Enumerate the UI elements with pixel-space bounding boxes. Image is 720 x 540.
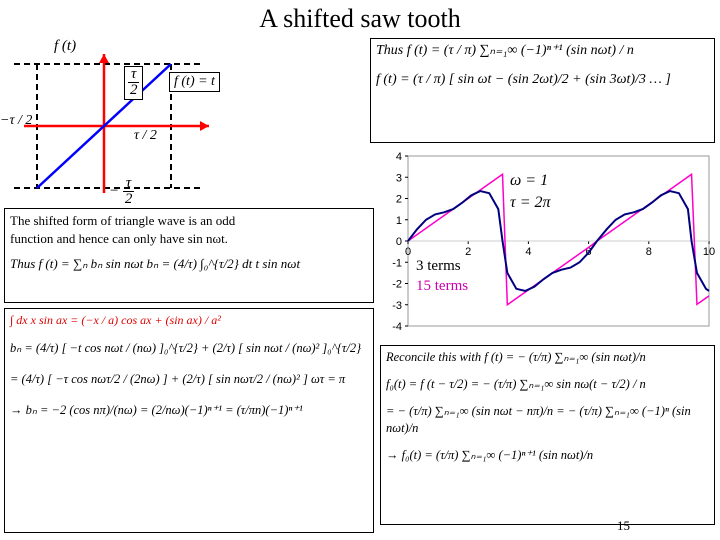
label-mtau2: −τ / 2	[0, 113, 32, 129]
legend-3terms: 3 terms	[416, 258, 461, 275]
rec-line4: → f₀(t) = (τ/π) ∑ₙ₌₁∞ (−1)ⁿ⁺¹ (sin nωt)/…	[386, 447, 709, 464]
odd-line2: function and hence can only have sin nωt…	[10, 230, 368, 248]
svg-text:-3: -3	[392, 300, 402, 312]
svg-text:8: 8	[646, 246, 652, 258]
svg-text:2: 2	[396, 194, 402, 206]
page-title: A shifted saw tooth	[0, 4, 720, 34]
page-number: 15	[617, 518, 630, 534]
odd-function-box: The shifted form of triangle wave is an …	[4, 208, 374, 303]
label-ft: f (t)	[54, 38, 76, 55]
tau-label: τ = 2π	[510, 194, 551, 212]
odd-line1: The shifted form of triangle wave is an …	[10, 212, 368, 230]
deriv-line3: = (4/τ) [ −τ cos nωτ/2 / (2nω) ] + (2/τ)…	[10, 371, 368, 388]
rec-line3: = − (τ/π) ∑ₙ₌₁∞ (sin nωt − nπ)/n = − (τ/…	[386, 403, 709, 437]
fourier-result-box: Thus f (t) = (τ / π) ∑ₙ₌₁∞ (−1)ⁿ⁺¹ (sin …	[370, 38, 715, 143]
deriv-line2: bₙ = (4/τ) [ −t cos nωt / (nω) ]₀^{τ/2} …	[10, 340, 368, 357]
fourier-line1: Thus f (t) = (τ / π) ∑ₙ₌₁∞ (−1)ⁿ⁺¹ (sin …	[376, 42, 709, 61]
svg-text:4: 4	[525, 246, 531, 258]
reconcile-box: Reconcile this with f (t) = − (τ/π) ∑ₙ₌₁…	[380, 345, 715, 525]
svg-text:2: 2	[465, 246, 471, 258]
sawtooth-diagram: f (t) τ2 −τ / 2 τ / 2 f (t) = t − τ2	[4, 38, 234, 203]
svg-text:0: 0	[405, 246, 411, 258]
derivation-box: ∫ dx x sin ax = (−x / a) cos ax + (sin a…	[4, 308, 374, 533]
svg-text:4: 4	[396, 151, 402, 163]
deriv-line4: → bₙ = −2 (cos nπ)/(nω) = (2/nω)(−1)ⁿ⁺¹ …	[10, 402, 368, 419]
svg-text:-2: -2	[392, 279, 402, 291]
svg-text:0: 0	[396, 236, 402, 248]
legend-15terms: 15 terms	[416, 278, 468, 295]
label-tau2-right: τ / 2	[134, 128, 157, 144]
label-tau2-top: τ2	[124, 66, 143, 100]
fourier-chart: -4-3-2-1012340246810 ω = 1 τ = 2π 3 term…	[380, 150, 715, 340]
svg-text:10: 10	[703, 246, 715, 258]
svg-text:-1: -1	[392, 257, 402, 269]
svg-text:3: 3	[396, 172, 402, 184]
fourier-line2: f (t) = (τ / π) [ sin ωt − (sin 2ωt)/2 +…	[376, 71, 709, 90]
rec-line2: f₀(t) = f (t − τ/2) = − (τ/π) ∑ₙ₌₁∞ sin …	[386, 376, 709, 393]
rec-line1: Reconcile this with f (t) = − (τ/π) ∑ₙ₌₁…	[386, 349, 709, 366]
label-mtau2-bot: − τ2	[109, 176, 134, 207]
deriv-line1: ∫ dx x sin ax = (−x / a) cos ax + (sin a…	[10, 312, 368, 328]
odd-line3: Thus f (t) = ∑ₙ bₙ sin nωt bₙ = (4/τ) ∫₀…	[10, 255, 368, 273]
label-ft-eq-t: f (t) = t	[169, 72, 220, 92]
omega-label: ω = 1	[510, 172, 548, 190]
svg-text:1: 1	[396, 215, 402, 227]
svg-text:-4: -4	[392, 321, 402, 333]
